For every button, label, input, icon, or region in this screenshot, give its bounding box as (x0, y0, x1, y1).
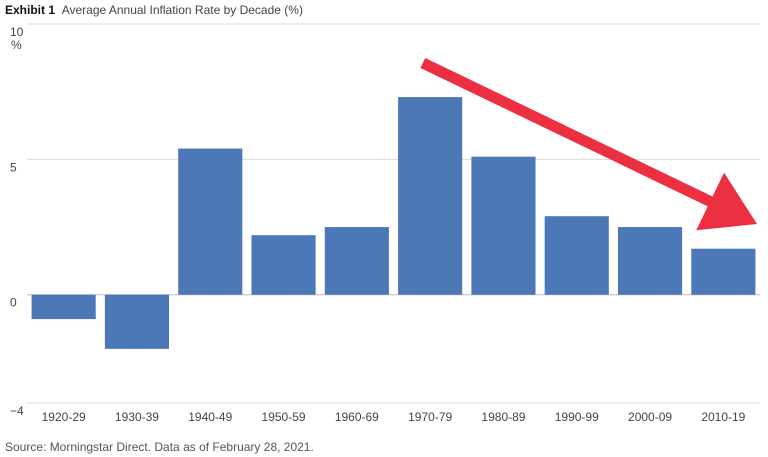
chart-title: Average Annual Inflation Rate by Decade … (61, 3, 303, 17)
x-tick-label: 1970-79 (408, 410, 452, 424)
x-tick-label: 1960-69 (335, 410, 379, 424)
x-tick-label: 2010-19 (701, 410, 745, 424)
trend-arrow-shaft (420, 58, 717, 209)
bar-1920-29 (31, 294, 96, 320)
bar-1980-89 (471, 156, 536, 295)
bar-layer (31, 97, 756, 349)
bar-1960-69 (324, 227, 389, 295)
chart-header: Exhibit 1 Average Annual Inflation Rate … (5, 3, 303, 17)
bar-1990-99 (544, 216, 609, 295)
x-tick-label: 1950-59 (262, 410, 306, 424)
x-tick-label: 2000-09 (628, 410, 672, 424)
annotation-layer (420, 58, 757, 231)
source-note: Source: Morningstar Direct. Data as of F… (5, 440, 314, 454)
y-tick-label: −4 (10, 404, 24, 418)
x-tick-label: 1980-89 (481, 410, 525, 424)
y-tick-label: 0 (10, 296, 17, 310)
x-tick-label: 1920-29 (42, 410, 86, 424)
bar-1930-39 (104, 294, 170, 349)
exhibit-label: Exhibit 1 (5, 3, 56, 17)
bar-1950-59 (251, 235, 316, 295)
axis-layer: 10 5 0 −4% 1920-29 1930-39 1940-49 1950-59 1960-… (10, 25, 746, 424)
bar-2000-09 (617, 227, 683, 295)
bar-1940-49 (178, 148, 243, 295)
x-tick-label: 1930-39 (115, 410, 159, 424)
x-tick-label: 1990-99 (555, 410, 599, 424)
x-tick-label: 1940-49 (188, 410, 232, 424)
trend-arrow-head (696, 172, 757, 231)
y-tick-label: 5 (10, 160, 17, 174)
bar-1970-79 (398, 97, 463, 295)
bar-2010-19 (691, 248, 756, 295)
y-unit-label: % (11, 38, 22, 52)
y-tick-label: 10 (10, 25, 24, 39)
